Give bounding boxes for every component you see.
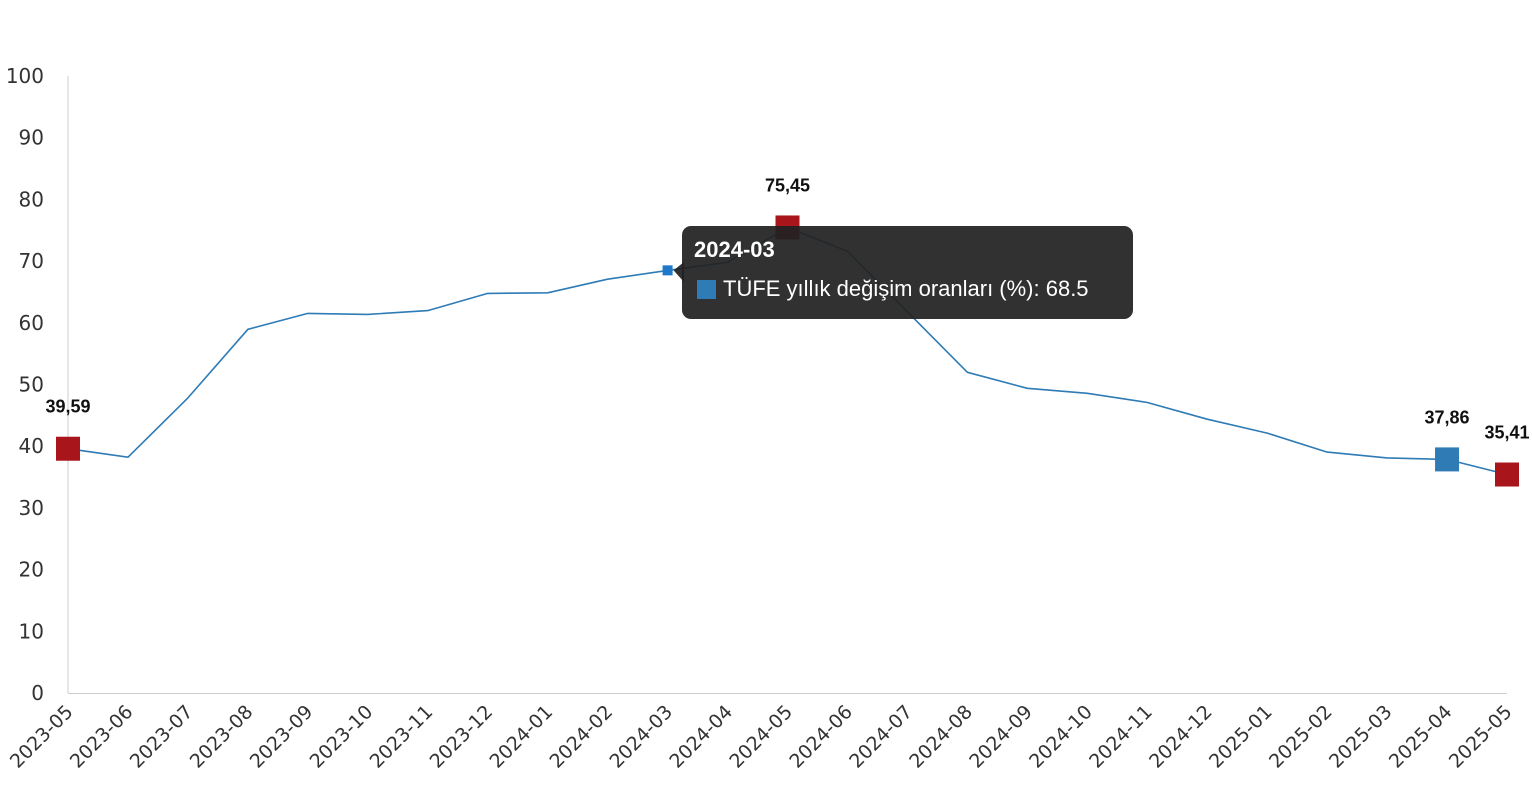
tooltip-pointer [673,262,684,282]
x-tick-label: 2025-01 [1205,701,1277,773]
chart-tooltip: 2024-03 TÜFE yıllık değişim oranları (%)… [682,226,1133,319]
y-tick-label: 0 [31,681,44,705]
x-tick-label: 2023-10 [306,701,378,773]
y-tick-label: 100 [6,64,44,88]
data-label: 35,41 [1484,423,1529,443]
y-axis-ticks: 0 10 20 30 40 50 60 70 80 90 100 [6,64,44,705]
x-tick-label: 2023-05 [6,701,78,773]
x-tick-label: 2023-12 [426,701,498,773]
y-tick-label: 10 [19,619,44,643]
x-tick-label: 2023-07 [126,701,198,773]
x-tick-label: 2024-06 [785,701,857,773]
x-tick-label: 2025-02 [1265,701,1337,773]
x-tick-label: 2024-05 [725,701,797,773]
x-tick-label: 2025-04 [1385,701,1457,773]
data-label: 39,59 [45,397,90,417]
x-tick-label: 2024-02 [545,701,617,773]
x-tick-label: 2024-11 [1085,701,1157,773]
x-tick-label: 2024-08 [905,701,977,773]
x-tick-label: 2024-04 [665,701,737,773]
highlight-marker[interactable] [1495,462,1519,487]
highlight-marker[interactable] [1435,447,1460,472]
chart-axes [67,76,1507,694]
y-tick-label: 90 [19,126,44,150]
x-tick-label: 2025-03 [1325,701,1397,773]
y-tick-label: 30 [19,496,44,520]
x-tick-label: 2023-11 [366,701,438,773]
data-label: 37,86 [1425,407,1470,427]
highlight-marker[interactable] [56,436,80,461]
data-labels-group: 39,59 75,45 37,86 35,41 [45,175,1529,442]
tooltip-title: 2024-03 [694,237,775,262]
y-tick-label: 40 [19,434,44,458]
x-tick-label: 2023-06 [66,701,138,773]
tooltip-text: TÜFE yıllık değişim oranları (%): 68.5 [723,276,1089,301]
x-axis-ticks: 2023-052023-062023-072023-082023-092023-… [6,701,1517,773]
data-label: 75,45 [765,175,810,195]
x-tick-label: 2024-07 [845,701,917,773]
x-tick-label: 2024-03 [605,701,677,773]
y-tick-label: 50 [19,373,44,397]
y-tick-label: 80 [19,187,44,211]
active-point-marker[interactable] [662,265,673,276]
x-tick-label: 2024-12 [1145,701,1217,773]
x-tick-label: 2024-10 [1025,701,1097,773]
x-tick-label: 2025-05 [1445,701,1517,773]
x-tick-label: 2023-08 [186,701,258,773]
x-tick-label: 2024-09 [965,701,1037,773]
y-tick-label: 20 [19,558,44,582]
tooltip-row: TÜFE yıllık değişim oranları (%): 68.5 [694,276,1121,302]
y-tick-label: 70 [19,249,44,273]
x-tick-label: 2024-01 [486,701,558,773]
y-tick-label: 60 [19,311,44,335]
x-tick-label: 2023-09 [246,701,318,773]
tooltip-series-swatch [697,279,716,299]
